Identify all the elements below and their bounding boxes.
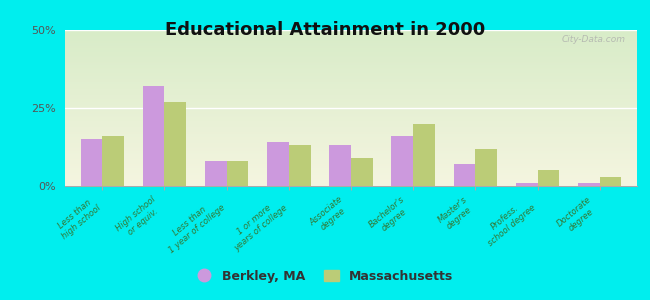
Bar: [600, 177, 621, 186]
Bar: [351, 158, 372, 186]
Bar: [289, 146, 311, 186]
Text: Educational Attainment in 2000: Educational Attainment in 2000: [165, 21, 485, 39]
Bar: [164, 102, 187, 186]
Bar: [538, 170, 559, 186]
Bar: [578, 183, 600, 186]
Bar: [515, 183, 538, 186]
Bar: [475, 148, 497, 186]
Bar: [143, 86, 164, 186]
Bar: [391, 136, 413, 186]
Legend: Berkley, MA, Massachusetts: Berkley, MA, Massachusetts: [192, 265, 458, 288]
Bar: [81, 139, 102, 186]
Text: City-Data.com: City-Data.com: [562, 35, 625, 44]
Bar: [227, 161, 248, 186]
Bar: [454, 164, 475, 186]
Bar: [330, 146, 351, 186]
Bar: [267, 142, 289, 186]
Bar: [205, 161, 227, 186]
Bar: [102, 136, 124, 186]
Bar: [413, 124, 435, 186]
